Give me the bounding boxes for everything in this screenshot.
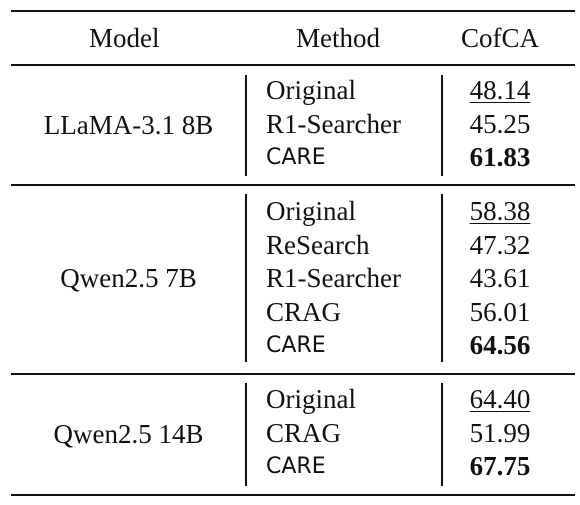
top-rule [11,10,575,12]
group-1-divider-right [441,75,443,176]
group-2-model: Qwen2.5 7B [60,263,197,293]
group-2-score-5: 64.56 [469,330,531,360]
group-2-method-2: ReSearch [266,230,370,260]
group-3-score-2: 51.99 [469,418,531,448]
header-metric: CofCA [461,23,540,53]
group-2-score-4: 56.01 [469,297,531,327]
group-2-method-5: CARE [266,333,326,358]
group-1-score-2: 45.25 [469,109,531,139]
group-1-rule [11,184,575,186]
group-2-divider-left [245,194,247,362]
group-1-divider-left [245,75,247,176]
group-1-score-3: 61.83 [469,142,531,172]
group-3-model: Qwen2.5 14B [53,419,204,449]
group-2-method-3: R1-Searcher [266,263,401,293]
group-2-rule [11,373,575,375]
group-3-score-1: 64.40 [469,384,531,414]
header-method: Method [296,23,380,53]
group-3-divider-left [245,383,247,486]
group-2-score-3: 43.61 [469,263,531,293]
group-1-model: LLaMA-3.1 8B [43,110,214,140]
group-1-method-3: CARE [266,145,326,170]
group-3-method-3: CARE [266,454,326,479]
group-3-divider-right [441,383,443,486]
group-2-score-2: 47.32 [469,230,531,260]
group-1-method-2: R1-Searcher [266,109,401,139]
group-2-method-4: CRAG [266,297,342,327]
group-3-method-1: Original [266,384,356,414]
group-1-method-1: Original [266,75,356,105]
group-2-divider-right [441,194,443,362]
header-model: Model [89,23,160,53]
group-2-score-1: 58.38 [469,196,531,226]
header-rule [11,64,575,66]
group-3-score-3: 67.75 [469,451,531,481]
group-2-method-1: Original [266,196,356,226]
group-3-method-2: CRAG [266,418,342,448]
bottom-rule [11,494,575,496]
group-1-score-1: 48.14 [469,75,531,105]
